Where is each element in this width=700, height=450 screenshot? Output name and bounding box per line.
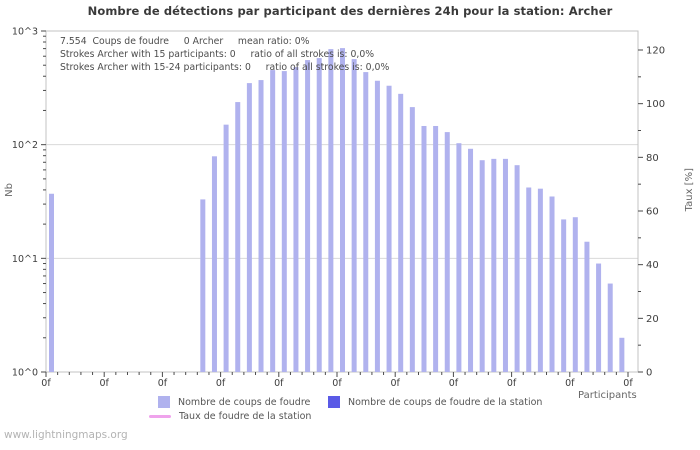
annotation-line-2: Strokes Archer with 15 participants: 0 r… bbox=[60, 49, 375, 60]
annotation-line-3: Strokes Archer with 15-24 participants: … bbox=[60, 62, 390, 73]
bar bbox=[537, 188, 543, 372]
bar bbox=[270, 70, 276, 372]
x-tick-label: 0f bbox=[216, 378, 226, 389]
bar bbox=[340, 48, 345, 372]
bars bbox=[49, 48, 625, 373]
y-right-tick-label: 20 bbox=[646, 314, 659, 325]
y-axis-right-ticks: 0 20 40 60 80 100 120 bbox=[638, 46, 665, 379]
bar bbox=[596, 263, 602, 372]
bar bbox=[316, 58, 322, 373]
y-left-tick-label: 10^2 bbox=[12, 140, 38, 151]
bar bbox=[479, 160, 485, 372]
x-tick-label: 0f bbox=[158, 378, 168, 389]
y-right-tick-label: 40 bbox=[646, 260, 659, 271]
x-tick-label: 0f bbox=[565, 378, 575, 389]
legend-label-station-strokes: Nombre de coups de foudre de la station bbox=[348, 396, 543, 408]
legend-item-strokes: Nombre de coups de foudre bbox=[158, 396, 310, 408]
bar bbox=[363, 72, 369, 372]
bar bbox=[374, 80, 380, 372]
x-axis-ticks: 0f 0f 0f 0f 0f 0f 0f 0f 0f 0f 0f bbox=[41, 372, 633, 389]
bar bbox=[281, 71, 287, 372]
bar bbox=[619, 337, 625, 372]
legend-label-station-ratio: Taux de foudre de la station bbox=[179, 411, 312, 422]
bar bbox=[456, 143, 462, 372]
watermark: www.lightningmaps.org bbox=[4, 429, 128, 441]
y-left-tick-label: 10^1 bbox=[12, 254, 38, 265]
bar bbox=[49, 193, 54, 372]
bar bbox=[223, 124, 229, 372]
annotation-line-1: 7.554 Coups de foudre 0 Archer mean rati… bbox=[60, 36, 310, 47]
bar bbox=[444, 132, 450, 372]
x-tick-label: 0f bbox=[332, 378, 342, 389]
bar bbox=[200, 199, 206, 372]
y-left-tick-label: 10^0 bbox=[12, 368, 38, 379]
legend-label-strokes: Nombre de coups de foudre bbox=[178, 396, 311, 408]
bar bbox=[421, 125, 427, 372]
bar bbox=[328, 49, 334, 372]
legend-swatch-station-strokes bbox=[328, 396, 340, 408]
y-right-tick-label: 80 bbox=[646, 153, 659, 164]
chart-title: Nombre de détections par participant des… bbox=[87, 4, 613, 18]
legend-item-station-ratio: Taux de foudre de la station bbox=[149, 411, 311, 422]
bar bbox=[235, 102, 241, 372]
x-tick-label: 0f bbox=[449, 378, 459, 389]
legend-swatch-station-ratio bbox=[149, 415, 171, 418]
bar bbox=[433, 125, 439, 372]
bar bbox=[491, 158, 497, 372]
x-tick-label: 0f bbox=[41, 378, 51, 389]
bar bbox=[561, 219, 567, 372]
x-tick-label: 0f bbox=[274, 378, 284, 389]
bar bbox=[211, 156, 217, 372]
bar bbox=[409, 107, 415, 373]
bar bbox=[258, 80, 264, 373]
bar bbox=[514, 165, 520, 372]
bar bbox=[572, 217, 578, 372]
bar bbox=[398, 93, 404, 372]
bar bbox=[246, 83, 252, 372]
bar bbox=[502, 158, 508, 372]
y-right-tick-label: 0 bbox=[646, 368, 652, 379]
bar bbox=[351, 59, 357, 373]
y-right-tick-label: 120 bbox=[646, 46, 665, 57]
bar bbox=[468, 148, 474, 372]
x-axis-label: Participants bbox=[578, 390, 637, 401]
y-right-tick-label: 100 bbox=[646, 99, 665, 110]
bar bbox=[607, 283, 613, 372]
y-left-tick-label: 10^3 bbox=[12, 27, 38, 38]
bar bbox=[584, 241, 590, 372]
x-tick-label: 0f bbox=[100, 378, 110, 389]
x-tick-label: 0f bbox=[391, 378, 401, 389]
bar bbox=[549, 196, 555, 372]
legend-swatch-strokes bbox=[158, 396, 170, 408]
bar bbox=[305, 60, 311, 372]
x-tick-label: 0f bbox=[507, 378, 517, 389]
bar bbox=[293, 67, 299, 372]
legend-item-station-strokes: Nombre de coups de foudre de la station bbox=[328, 396, 542, 408]
x-tick-label: 0f bbox=[623, 378, 633, 389]
bar bbox=[526, 187, 532, 372]
y-axis-left-ticks: 10^0 10^1 10^2 10^3 bbox=[12, 27, 46, 379]
bar bbox=[386, 85, 392, 372]
y-axis-label-left: Nb bbox=[4, 183, 15, 197]
y-right-tick-label: 60 bbox=[646, 207, 659, 218]
y-axis-label-right: Taux [%] bbox=[684, 168, 695, 212]
